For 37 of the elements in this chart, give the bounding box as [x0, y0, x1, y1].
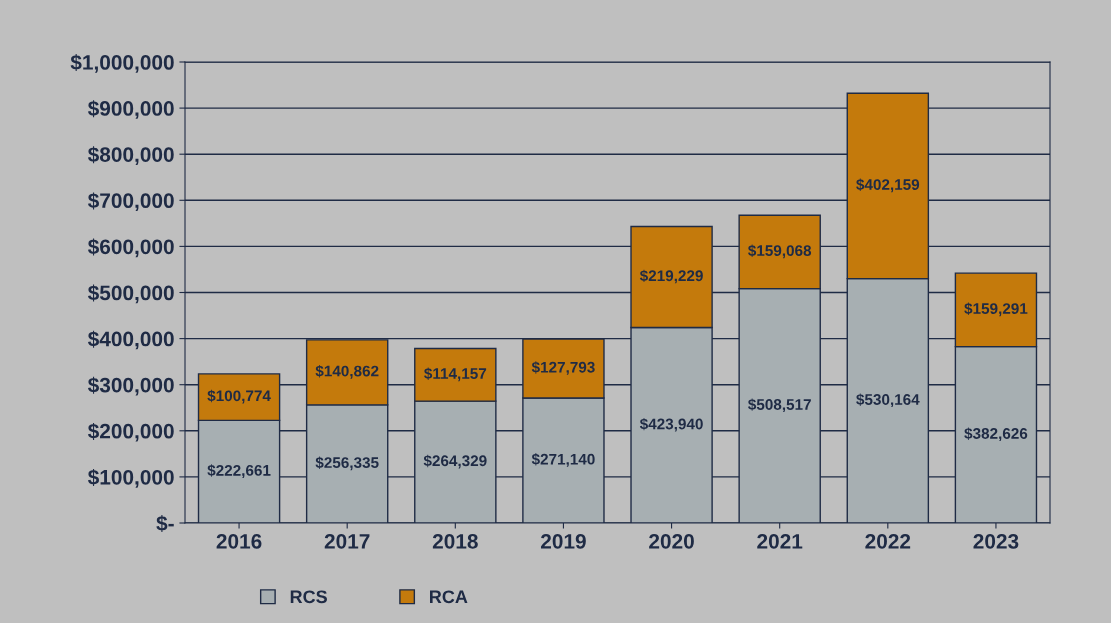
x-tick-label: 2016: [216, 533, 262, 549]
x-tick-label: 2021: [757, 533, 803, 549]
data-label: $159,068: [748, 244, 812, 259]
y-tick-label: $800,000: [87, 146, 174, 165]
data-label: $256,335: [315, 456, 379, 471]
y-tick-label: $400,000: [87, 330, 174, 350]
x-tick-label: 2020: [649, 533, 694, 549]
x-tick-label: 2019: [540, 533, 586, 549]
legend-label: RCS: [290, 590, 327, 604]
y-tick-label: $100,000: [87, 468, 174, 488]
data-label: $508,517: [748, 398, 811, 413]
data-label: $530,164: [856, 393, 920, 408]
y-tick-label: $900,000: [87, 100, 174, 119]
data-label: $140,862: [315, 364, 379, 379]
y-tick-label: $200,000: [87, 422, 174, 442]
data-label: $271,140: [531, 453, 595, 467]
data-label: $423,940: [639, 417, 703, 432]
data-label: $159,291: [964, 302, 1028, 317]
x-tick-label: 2018: [432, 533, 478, 549]
data-label: $222,661: [207, 464, 271, 478]
y-tick-label: $600,000: [87, 238, 174, 258]
legend-label: RCA: [430, 590, 468, 604]
y-tick-label: $500,000: [87, 284, 174, 304]
x-tick-label: 2017: [324, 533, 370, 549]
y-tick-label: $1,000,000: [70, 54, 174, 73]
data-label: $402,159: [856, 178, 920, 193]
x-tick-label: 2023: [973, 533, 1019, 549]
data-label: $219,229: [639, 269, 703, 284]
data-label: $264,329: [423, 454, 487, 469]
y-tick-label: $300,000: [87, 376, 174, 396]
data-label: $100,774: [207, 389, 271, 404]
data-label: $114,157: [424, 367, 487, 382]
data-label: $382,626: [964, 427, 1028, 442]
y-tick-label: $-: [156, 515, 174, 533]
x-tick-label: 2022: [865, 533, 911, 549]
data-label: $127,793: [531, 361, 595, 375]
y-tick-label: $700,000: [87, 192, 174, 212]
